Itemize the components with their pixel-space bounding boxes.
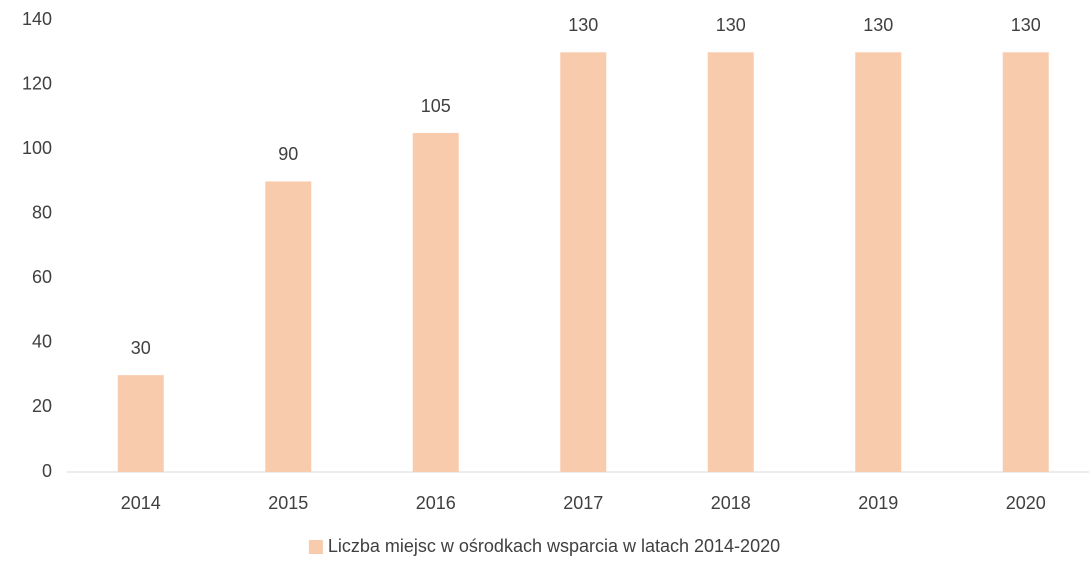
y-tick-label: 40 bbox=[32, 332, 52, 352]
y-tick-label: 80 bbox=[32, 202, 52, 222]
y-tick-label: 140 bbox=[22, 9, 52, 29]
x-tick-label: 2014 bbox=[121, 493, 161, 513]
bar bbox=[855, 52, 902, 473]
x-tick-label: 2015 bbox=[268, 493, 308, 513]
bar bbox=[1002, 52, 1049, 473]
y-tick-label: 60 bbox=[32, 267, 52, 287]
y-tick-label: 120 bbox=[22, 73, 52, 93]
x-tick-label: 2020 bbox=[1006, 493, 1046, 513]
bar bbox=[560, 52, 607, 473]
bar bbox=[412, 133, 459, 472]
x-tick-label: 2018 bbox=[711, 493, 751, 513]
data-label: 130 bbox=[1011, 15, 1041, 35]
x-tick-label: 2019 bbox=[858, 493, 898, 513]
bar bbox=[265, 181, 312, 472]
x-tick-label: 2016 bbox=[416, 493, 456, 513]
data-label: 130 bbox=[568, 15, 598, 35]
x-tick-label: 2017 bbox=[563, 493, 603, 513]
data-label: 130 bbox=[716, 15, 746, 35]
y-tick-label: 20 bbox=[32, 396, 52, 416]
data-label: 105 bbox=[421, 96, 451, 116]
data-label: 30 bbox=[131, 338, 151, 358]
bar bbox=[707, 52, 754, 473]
y-tick-label: 0 bbox=[42, 461, 52, 481]
data-label: 130 bbox=[863, 15, 893, 35]
legend-swatch bbox=[308, 540, 323, 554]
bar bbox=[117, 375, 164, 472]
data-label: 90 bbox=[278, 144, 298, 164]
y-tick-label: 100 bbox=[22, 138, 52, 158]
legend-label: Liczba miejsc w ośrodkach wsparcia w lat… bbox=[328, 536, 780, 556]
